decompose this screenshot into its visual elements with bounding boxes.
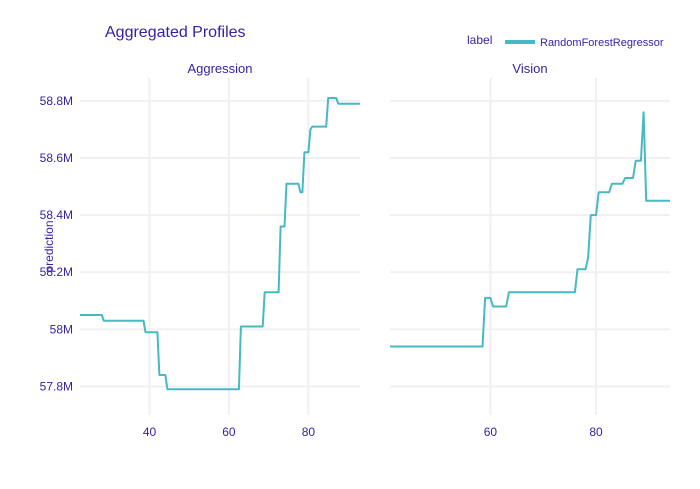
x-tick-label: 60 bbox=[484, 425, 498, 439]
panel-title: Aggression bbox=[187, 61, 252, 76]
y-axis-label: prediction bbox=[42, 220, 56, 272]
x-tick-label: 60 bbox=[222, 425, 236, 439]
x-tick-label: 40 bbox=[143, 425, 157, 439]
series-line bbox=[390, 111, 670, 348]
y-tick-label: 58M bbox=[50, 322, 73, 336]
x-tick-label: 80 bbox=[589, 425, 603, 439]
chart-title: Aggregated Profiles bbox=[105, 24, 246, 41]
y-tick-label: 58.4M bbox=[40, 208, 73, 222]
y-tick-label: 58.6M bbox=[40, 151, 73, 165]
panel-title: Vision bbox=[512, 61, 547, 76]
y-tick-label: 57.8M bbox=[40, 379, 73, 393]
x-tick-label: 80 bbox=[302, 425, 316, 439]
legend-swatch bbox=[505, 40, 535, 44]
series-line bbox=[80, 97, 360, 391]
legend-title: label bbox=[467, 33, 493, 47]
y-tick-label: 58.8M bbox=[40, 94, 73, 108]
y-tick-label: 58.2M bbox=[40, 265, 73, 279]
legend-entry: RandomForestRegressor bbox=[540, 37, 664, 49]
